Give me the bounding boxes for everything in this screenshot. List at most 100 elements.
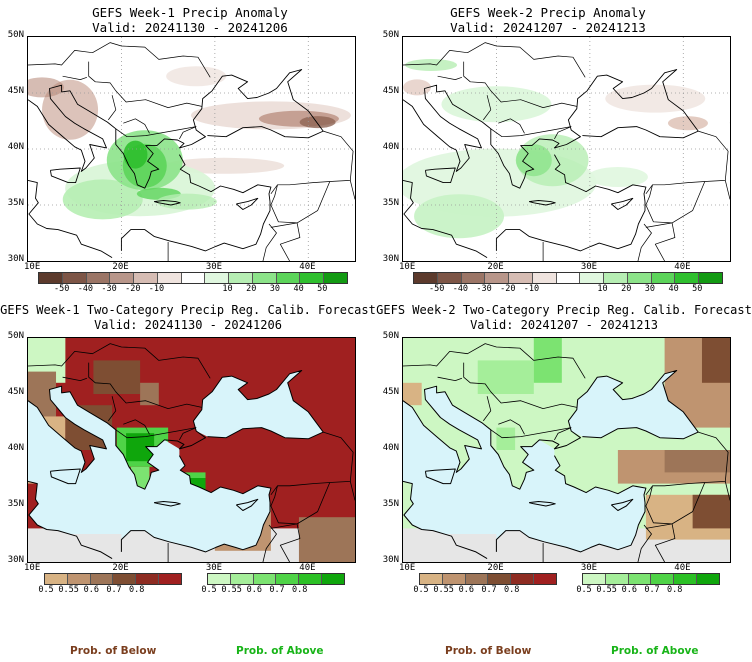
latitude-label: 50N (382, 30, 399, 40)
map-line (115, 427, 197, 439)
longitude-label: 10E (24, 563, 41, 573)
colorbar-swatch (488, 574, 512, 584)
panel-valid-text: Valid: 20241130 - 20241206 (92, 20, 288, 35)
latitude-label: 30N (382, 254, 399, 264)
map-line (153, 200, 181, 206)
colorbar-swatch (159, 574, 181, 584)
map-panel-tl (27, 36, 356, 262)
panel-valid-text: Valid: 20241207 - 20241213 (470, 318, 658, 332)
colorbar-tick-label: -40 (452, 284, 469, 294)
colorbar-swatch (442, 574, 466, 584)
colorbar-swatch (604, 273, 628, 283)
probability-cell (93, 360, 141, 394)
map-line (153, 501, 181, 507)
colorbar-tick-label: 20 (621, 284, 632, 294)
map-line (403, 69, 699, 189)
longitude-label: 30E (205, 563, 223, 573)
map-line (403, 370, 699, 490)
below-colorbar-week2 (419, 573, 557, 585)
latitude-label: 30N (7, 254, 24, 264)
latitude-label: 45N (382, 387, 399, 397)
colorbar-swatch (253, 574, 277, 584)
colorbar-swatch (509, 273, 533, 283)
map-line (349, 481, 355, 501)
map-svg (28, 338, 355, 562)
anomaly-blob (405, 59, 458, 71)
map-line (645, 130, 729, 195)
map-line (28, 179, 113, 258)
anomaly-blob (414, 194, 505, 239)
colorbar-tick-label: -10 (148, 284, 165, 294)
colorbar-swatch (300, 273, 325, 283)
map-line (270, 485, 301, 562)
colorbar-tick-label: 0.6 (458, 585, 475, 595)
longitude-label: 20E (487, 262, 504, 272)
panel-title-br: GEFS Week-2 Two-Category Precip Reg. Cal… (376, 303, 752, 333)
map-line (28, 42, 211, 78)
above-colorbar-week1 (207, 573, 345, 585)
no-data-area (403, 534, 497, 562)
map-line (724, 180, 730, 200)
colorbar-tick-label: -20 (125, 284, 141, 294)
probability-cell (477, 360, 534, 394)
colorbar-swatch (534, 574, 556, 584)
panel-title-text: GEFS Week-1 Two-Category Precip Reg. Cal… (0, 303, 376, 317)
map-line (482, 396, 492, 422)
latitude-label: 50N (7, 30, 24, 40)
map-line (403, 480, 488, 560)
map-line (270, 130, 354, 195)
map-line (49, 167, 81, 184)
map-shape (568, 370, 699, 439)
panel-title-text: GEFS Week-2 Two-Category Precip Reg. Cal… (376, 303, 752, 317)
anomaly-blob (515, 144, 552, 177)
longitude-label: 20E (112, 563, 129, 573)
map-line (270, 181, 331, 228)
map-line (28, 370, 324, 490)
colorbar-swatch (628, 574, 652, 584)
colorbar-swatch (39, 273, 63, 283)
map-line (62, 75, 88, 80)
anomaly-blob (605, 84, 706, 113)
probability-cell (140, 382, 159, 406)
map-line (424, 167, 456, 184)
map-line (611, 197, 634, 210)
map-line (637, 524, 652, 562)
longitude-label: 10E (399, 563, 416, 573)
map-line (498, 419, 525, 435)
colorbar-tick-label: 0.7 (644, 585, 660, 595)
colorbar-swatch (651, 273, 676, 283)
map-line (554, 427, 572, 441)
no-data-area (28, 534, 122, 562)
colorbar-tick-label: -20 (500, 284, 516, 294)
anomaly-blob (123, 140, 148, 169)
map-line (88, 362, 202, 409)
colorbar-tick-label: 0.5 (201, 585, 217, 595)
colorbar-tick-label: 0.5 (413, 585, 429, 595)
map-line (28, 480, 113, 560)
colorbar-swatch (299, 574, 323, 584)
longitude-label: 30E (580, 262, 598, 272)
latitude-label: 50N (7, 331, 24, 341)
map-line (645, 181, 706, 228)
map-line (495, 154, 647, 252)
probability-cell (533, 338, 562, 383)
colorbar-swatch (485, 273, 510, 283)
longitude-label: 40E (674, 262, 691, 272)
colorbar-swatch (674, 574, 698, 584)
colorbar-swatch (45, 574, 68, 584)
map-line (424, 468, 456, 485)
map-line (349, 180, 355, 200)
map-line (262, 223, 277, 261)
latitude-label: 40N (382, 443, 399, 453)
longitude-label: 40E (299, 563, 316, 573)
longitude-label: 40E (674, 563, 691, 573)
colorbar-tick-label: 50 (692, 284, 703, 294)
anomaly-colorbar-week2 (413, 272, 723, 284)
panel-title-tl: GEFS Week-1 Precip Anomaly Valid: 202411… (20, 5, 360, 35)
anomaly-blob (28, 77, 65, 98)
colorbar-swatch (461, 273, 486, 283)
colorbar-tick-label: 30 (644, 284, 656, 294)
latitude-label: 40N (7, 142, 24, 152)
map-line (120, 154, 272, 252)
map-svg (28, 37, 355, 261)
